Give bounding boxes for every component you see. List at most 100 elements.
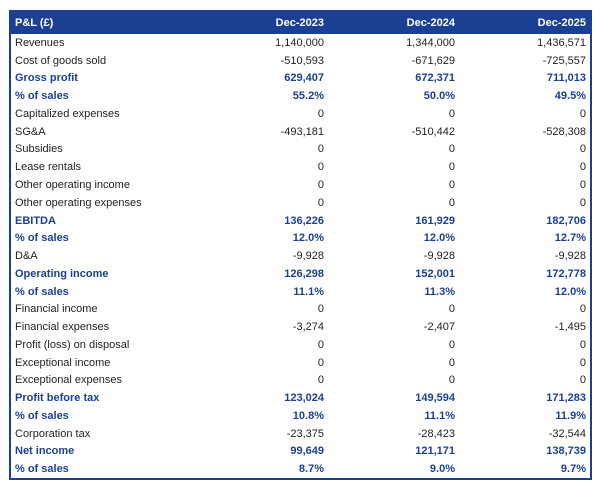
row-label: Capitalized expenses [15,107,120,120]
table-row: SG&A -493,181 -510,442 -528,308 [11,122,590,141]
row-label: % of sales [15,285,69,298]
row-value-dec-2025: 1,436,571 [537,36,586,49]
pnl-table: P&L (£) Dec-2023 Dec-2024 Dec-2025 Reven… [9,10,592,480]
row-value-dec-2025: 0 [579,179,586,191]
row-label: Lease rentals [15,161,82,174]
row-value-dec-2025: -9,928 [554,250,586,263]
column-header-dec-2023: Dec-2023 [275,17,324,29]
table-row: Capitalized expenses 0 0 0 [11,105,590,123]
row-label: Operating income [15,267,109,280]
row-value-dec-2024: 0 [448,107,455,120]
row-value-dec-2024: -28,423 [417,427,455,440]
row-label: Revenues [15,36,65,49]
table-row: % of sales 55.2% 50.0% 49.5% [11,87,590,106]
table-row: Corporation tax -23,375 -28,423 -32,544 [11,424,590,443]
row-value-dec-2024: 152,001 [415,267,455,280]
table-row: Subsidies 0 0 0 [11,140,590,159]
row-label: Gross profit [15,72,78,85]
row-label: EBITDA [15,214,56,227]
row-value-dec-2023: 1,140,000 [275,36,324,49]
table-row: % of sales 11.1% 11.3% 12.0% [11,282,590,301]
row-value-dec-2025: 0 [579,356,586,369]
row-value-dec-2025: 0 [579,303,586,316]
row-value-dec-2024: 0 [448,143,455,156]
row-value-dec-2024: 0 [448,196,455,209]
table-title: P&L (£) [15,17,54,29]
row-value-dec-2023: 123,024 [284,392,324,405]
row-value-dec-2025: -725,557 [542,54,586,67]
row-value-dec-2024: 0 [448,179,455,191]
row-value-dec-2025: 49.5% [554,90,586,103]
row-value-dec-2025: 138,739 [546,445,586,458]
row-value-dec-2024: 0 [448,374,455,387]
row-value-dec-2024: 11.3% [424,285,455,298]
column-header-dec-2024: Dec-2024 [406,17,455,29]
row-value-dec-2023: -23,375 [286,427,324,440]
row-value-dec-2024: -510,442 [411,125,455,138]
row-value-dec-2023: 0 [317,338,324,351]
row-value-dec-2023: -3,274 [292,321,324,334]
row-value-dec-2024: 1,344,000 [406,36,455,49]
row-label: % of sales [15,463,69,476]
row-label: Financial income [15,303,98,316]
row-value-dec-2025: 12.7% [554,232,586,245]
row-value-dec-2024: 0 [448,303,455,316]
row-label: Cost of goods sold [15,54,107,67]
table-row: Financial expenses -3,274 -2,407 -1,495 [11,318,590,337]
row-label: % of sales [15,232,69,245]
row-label: Corporation tax [15,427,91,440]
row-value-dec-2025: 171,283 [546,392,586,405]
table-row: % of sales 10.8% 11.1% 11.9% [11,407,590,425]
table-row: Net income 99,649 121,171 138,739 [11,442,590,461]
table-row: Profit (loss) on disposal 0 0 0 [11,336,590,354]
row-value-dec-2024: 9.0% [429,463,455,476]
row-value-dec-2023: 10.8% [292,409,324,422]
row-value-dec-2023: -510,593 [280,54,324,67]
table-header-row: P&L (£) Dec-2023 Dec-2024 Dec-2025 [11,12,590,34]
row-value-dec-2023: 629,407 [284,72,324,85]
table-row: Exceptional income 0 0 0 [11,353,590,372]
row-value-dec-2023: 0 [317,303,324,316]
table-row: Revenues 1,140,000 1,344,000 1,436,571 [11,34,590,52]
row-value-dec-2025: 0 [579,161,586,174]
row-label: Net income [15,445,75,458]
row-value-dec-2025: -1,495 [554,321,586,334]
table-body: Revenues 1,140,000 1,344,000 1,436,571 C… [11,34,590,479]
table-row: Other operating income 0 0 0 [11,176,590,194]
row-value-dec-2025: -528,308 [542,125,586,138]
row-label: Other operating income [15,179,130,191]
row-value-dec-2025: 0 [579,107,586,120]
table-row: D&A -9,928 -9,928 -9,928 [11,247,590,265]
row-value-dec-2024: -671,629 [411,54,455,67]
row-value-dec-2023: 55.2% [292,90,324,103]
row-value-dec-2025: -32,544 [548,427,586,440]
row-value-dec-2025: 12.0% [554,285,586,298]
row-value-dec-2023: 0 [317,143,324,156]
table-row: Profit before tax 123,024 149,594 171,28… [11,389,590,408]
row-value-dec-2023: 126,298 [284,267,324,280]
row-value-dec-2024: 0 [448,338,455,351]
table-row: Gross profit 629,407 672,371 711,013 [11,69,590,88]
row-value-dec-2024: 149,594 [415,392,455,405]
row-value-dec-2024: 672,371 [415,72,455,85]
row-value-dec-2024: 0 [448,356,455,369]
row-value-dec-2024: 12.0% [423,232,455,245]
row-value-dec-2025: 9.7% [560,463,586,476]
column-header-dec-2025: Dec-2025 [537,17,586,29]
row-label: SG&A [15,125,46,138]
row-value-dec-2025: 0 [579,374,586,387]
row-value-dec-2023: 136,226 [284,214,324,227]
row-value-dec-2023: -9,928 [292,250,324,263]
row-value-dec-2024: 11.1% [424,409,455,422]
row-label: % of sales [15,409,69,422]
row-value-dec-2025: 0 [579,196,586,209]
row-label: % of sales [15,90,69,103]
row-value-dec-2024: 50.0% [423,90,455,103]
row-value-dec-2024: 161,929 [415,214,455,227]
table-row: Other operating expenses 0 0 0 [11,193,590,212]
row-label: Other operating expenses [15,196,142,209]
row-value-dec-2023: 0 [317,179,324,191]
row-label: Profit before tax [15,392,100,405]
row-value-dec-2024: -9,928 [423,250,455,263]
row-value-dec-2023: 99,649 [290,445,324,458]
